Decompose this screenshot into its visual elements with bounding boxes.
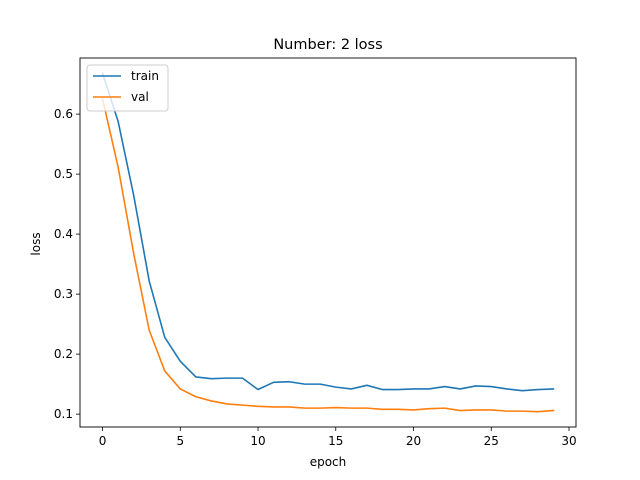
x-axis-label: epoch	[310, 455, 347, 469]
x-tick-label: 0	[99, 434, 107, 448]
x-axis-ticks: 0 5 10 15 20 25 30	[99, 427, 577, 448]
chart-title: Number: 2 loss	[273, 37, 382, 53]
series-lines	[101, 72, 555, 413]
legend-label-val: val	[131, 90, 149, 104]
series-line-val	[101, 98, 555, 413]
y-tick-label: 0.4	[54, 227, 73, 241]
y-axis-ticks: 0.1 0.2 0.3 0.4 0.5 0.6	[54, 107, 80, 421]
x-tick-label: 25	[484, 434, 499, 448]
y-axis-label: loss	[29, 232, 43, 255]
axes-frame	[79, 57, 577, 428]
legend: train val	[86, 64, 169, 112]
y-tick-label: 0.2	[54, 347, 73, 361]
y-tick-label: 0.6	[54, 107, 73, 121]
x-tick-label: 5	[176, 434, 184, 448]
x-tick-label: 15	[328, 434, 343, 448]
y-tick-label: 0.1	[54, 407, 73, 421]
y-tick-label: 0.3	[54, 287, 73, 301]
legend-label-train: train	[131, 69, 159, 83]
x-tick-label: 20	[406, 434, 421, 448]
series-line-train	[101, 72, 555, 392]
x-tick-label: 10	[250, 434, 265, 448]
y-tick-label: 0.5	[54, 167, 73, 181]
x-tick-label: 30	[561, 434, 576, 448]
